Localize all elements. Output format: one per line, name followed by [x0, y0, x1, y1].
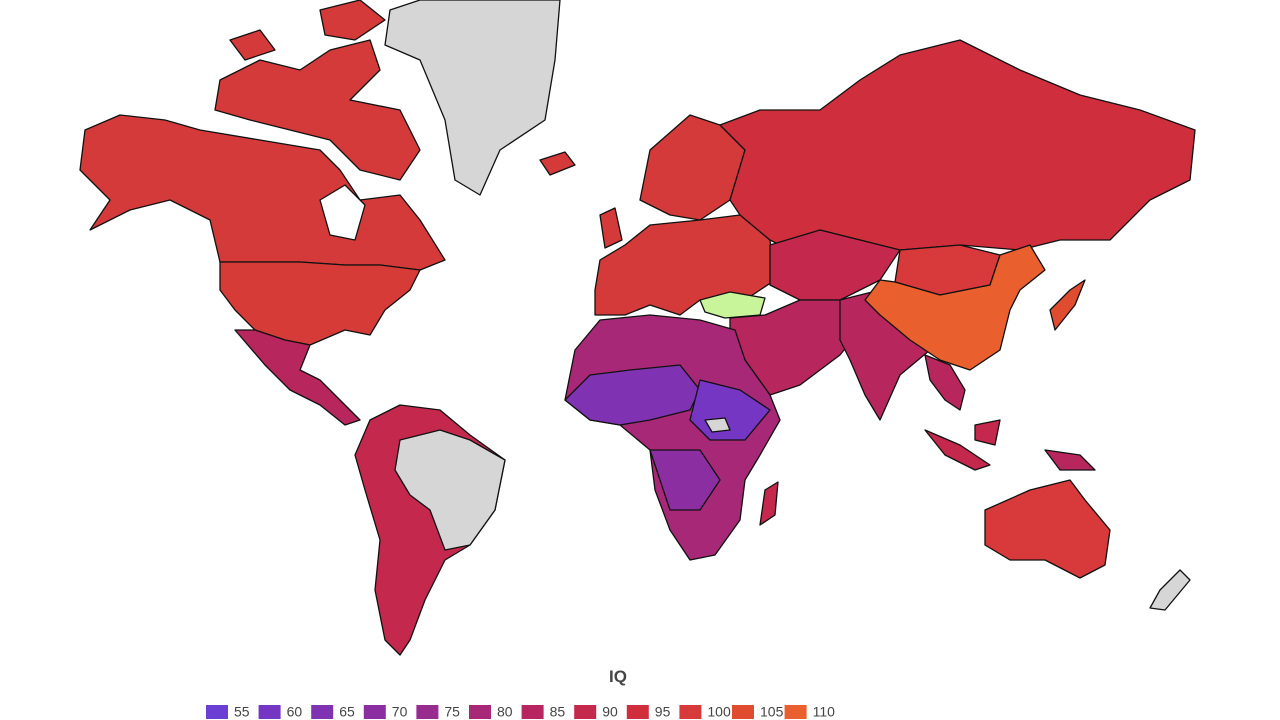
legend-title: IQ	[609, 667, 627, 686]
greenland	[384, 0, 561, 196]
legend-label: 55	[234, 704, 250, 720]
russia	[719, 39, 1196, 251]
southern-africa	[649, 449, 721, 511]
madagascar	[759, 481, 779, 526]
legend-swatch	[363, 705, 386, 719]
legend-label: 70	[392, 704, 408, 720]
legend-swatch	[679, 705, 702, 719]
indonesia	[924, 429, 991, 471]
legend-label: 100	[707, 704, 731, 720]
legend-label: 110	[813, 704, 836, 720]
new-zealand	[1149, 569, 1191, 611]
arctic-islands	[214, 39, 421, 181]
arctic-islands	[319, 0, 386, 41]
indonesia	[974, 419, 1001, 446]
uk	[599, 207, 623, 249]
legend-label: 90	[602, 704, 618, 720]
legend: IQ 55 60 65 70 75 80 85 90 95 100 105 110	[206, 667, 835, 720]
legend-swatch	[732, 705, 754, 719]
new-guinea	[1044, 449, 1096, 471]
legend-label: 65	[339, 704, 355, 720]
legend-label: 60	[287, 704, 303, 720]
australia	[984, 479, 1111, 579]
countries	[79, 0, 1196, 656]
south-sudan	[704, 417, 731, 433]
legend-swatch	[521, 705, 544, 719]
arctic-islands	[229, 29, 276, 61]
mexico	[234, 329, 361, 426]
legend-swatch	[416, 705, 439, 719]
southeast-asia	[924, 354, 966, 411]
legend-swatch	[311, 705, 334, 719]
legend-label: 95	[655, 704, 671, 720]
legend-label: 105	[760, 704, 784, 720]
legend-swatch	[784, 705, 807, 719]
legend-swatch	[469, 705, 491, 719]
legend-swatch	[206, 705, 228, 719]
brazil	[394, 429, 506, 551]
legend-label: 75	[444, 704, 460, 720]
legend-swatch	[574, 705, 597, 719]
legend-label: 80	[497, 704, 513, 720]
hudson-bay	[319, 184, 366, 241]
iceland	[539, 151, 576, 176]
japan	[1049, 279, 1086, 331]
legend-swatch	[626, 705, 649, 719]
legend-swatch	[258, 705, 281, 719]
china	[864, 244, 1046, 371]
legend-label: 85	[550, 704, 566, 720]
usa	[219, 261, 421, 346]
